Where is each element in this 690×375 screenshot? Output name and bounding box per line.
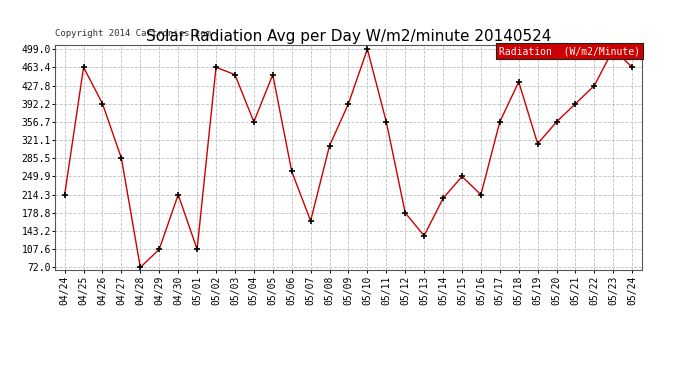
Title: Solar Radiation Avg per Day W/m2/minute 20140524: Solar Radiation Avg per Day W/m2/minute …	[146, 29, 551, 44]
Text: Copyright 2014 Cartronics.com: Copyright 2014 Cartronics.com	[55, 29, 211, 38]
Text: Radiation  (W/m2/Minute): Radiation (W/m2/Minute)	[500, 46, 640, 56]
